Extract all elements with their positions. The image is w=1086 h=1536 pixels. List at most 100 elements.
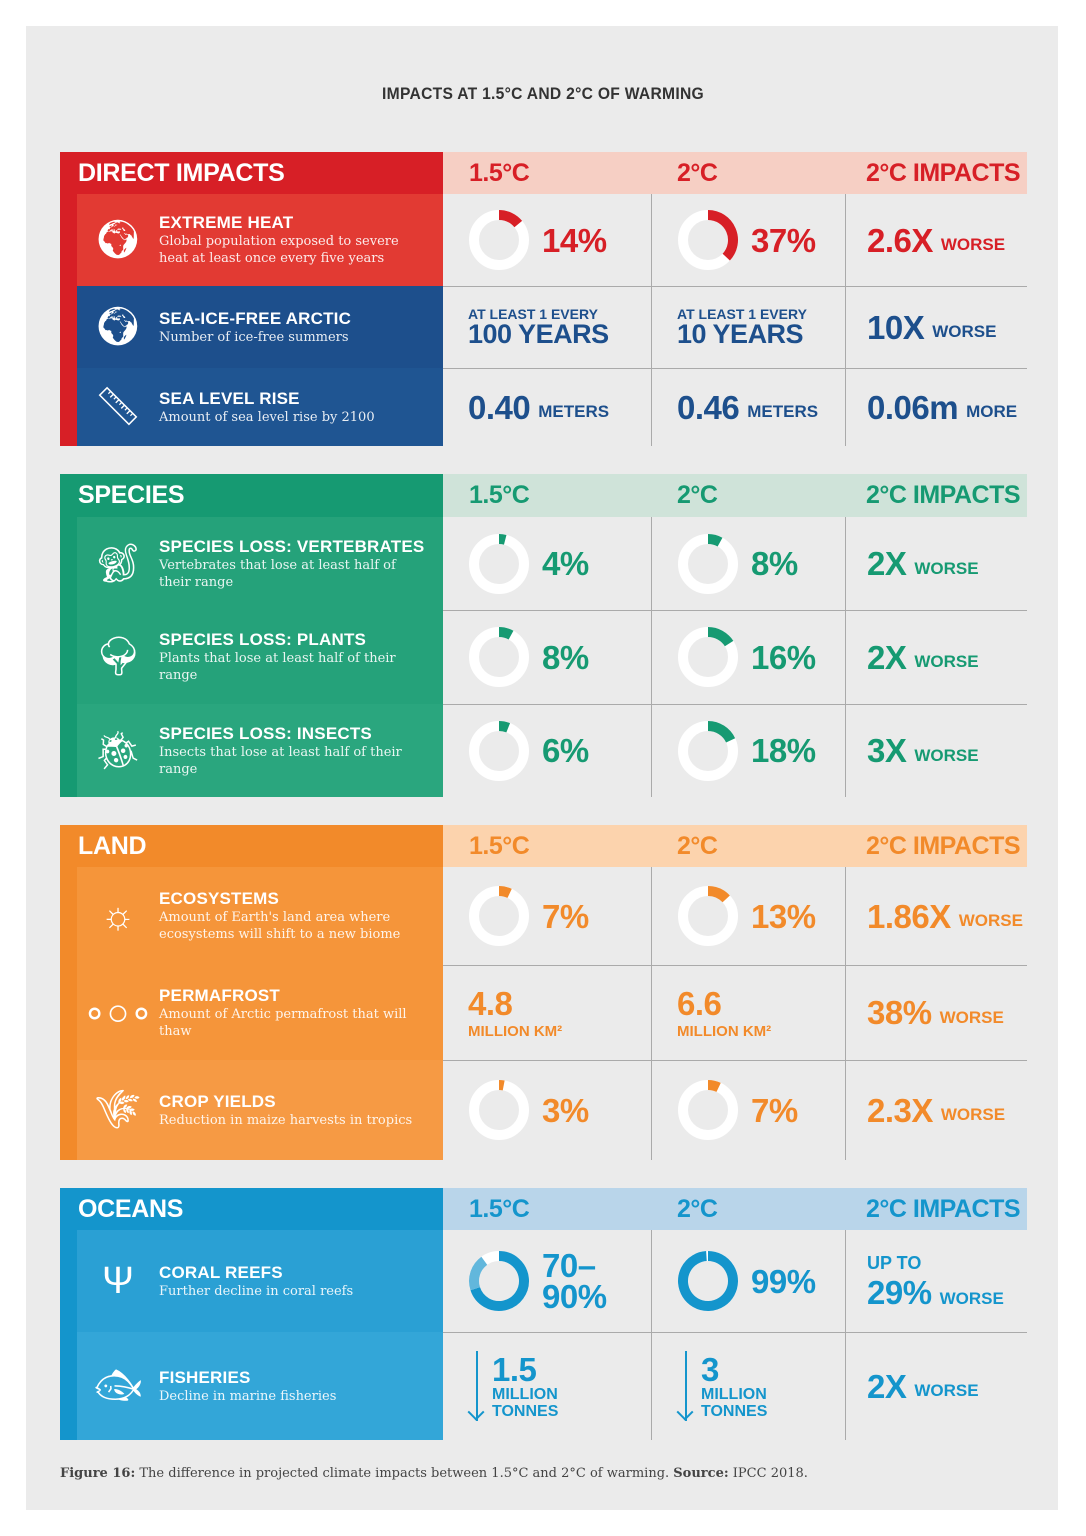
donut-track [469, 886, 529, 946]
column-header-bar [443, 825, 1027, 867]
donut-chart [678, 533, 738, 594]
donut-arc [498, 210, 523, 228]
donut-arc [498, 627, 514, 640]
value-cell: 8% [443, 610, 651, 704]
row-text: SPECIES LOSS: INSECTS Insects that lose a… [159, 724, 424, 778]
column-header: 2°C [677, 158, 718, 187]
donut-chart [469, 886, 529, 946]
row-label: 📏︎ SEA LEVEL RISE Amount of sea level rise… [77, 368, 443, 446]
row-label: 🌾︎ CROP YIELDS Reduction in maize harvests… [77, 1060, 443, 1160]
value-group: 6.6 MILLION KM² [677, 987, 771, 1039]
row-label: 🌍︎ EXTREME HEAT Global population exposed … [77, 194, 443, 286]
row-divider [443, 704, 1027, 705]
value-cell: 0.40 METERS [443, 368, 651, 446]
column-header-bar [443, 474, 1027, 517]
fish-icon: 🐟︎ [93, 1365, 143, 1407]
globe-icon: 🌍︎ [93, 219, 143, 261]
value-cell: 6.6 MILLION KM² [651, 965, 845, 1060]
page-title: IMPACTS AT 1.5°C AND 2°C OF WARMING [382, 84, 704, 103]
value-cell: 2X WORSE [845, 517, 1027, 610]
value-cell: 14% [443, 194, 651, 286]
column-header: 1.5°C [469, 831, 530, 860]
donut-value: 8% [542, 638, 589, 676]
donut-chart [678, 886, 738, 946]
row-text: FISHERIES Decline in marine fisheries [159, 1368, 336, 1405]
donut-arc [707, 720, 736, 743]
value-unit: WORSE [939, 1288, 1004, 1308]
caption-label: Figure 16: [60, 1466, 136, 1481]
bubbles-icon: ∘○∘ [82, 992, 154, 1034]
section-title: OCEANS [60, 1188, 443, 1230]
tree-icon: 🌳︎ [93, 636, 143, 678]
row-divider [443, 286, 1027, 287]
row-title: SPECIES LOSS: INSECTS [159, 723, 372, 743]
value-number: 2X [867, 638, 907, 676]
down-arrow-icon [676, 1351, 694, 1421]
monkey-icon: 🐒︎ [93, 542, 143, 585]
row-description: Global population exposed to severe heat… [159, 234, 399, 266]
donut-arc [707, 886, 730, 903]
globe-icon: 🌍︎ [93, 306, 143, 348]
row-description: Number of ice-free summers [159, 329, 349, 345]
value-cell: 10X WORSE [845, 286, 1027, 368]
value-cell: 3% [443, 1060, 651, 1160]
donut-arc [470, 1251, 529, 1311]
row-divider [443, 368, 1027, 369]
value-unit: WORSE [932, 322, 997, 341]
value-group: UP TO 29% WORSE [867, 1254, 1004, 1309]
value-number: 6.6 [677, 984, 722, 1022]
value-unit: MILLION KM² [468, 1022, 563, 1040]
value-cell: 0.06m MORE [845, 368, 1027, 446]
donut-value: 3% [542, 1091, 589, 1129]
value-number: 0.46 [677, 388, 740, 426]
value-unit: WORSE [914, 558, 979, 578]
value-unit: MILLION TONNES [492, 1385, 559, 1420]
column-header: 2°C [677, 831, 718, 860]
value-number: 38% [867, 994, 932, 1031]
donut-chart [678, 627, 738, 687]
column-header-bar [443, 1188, 1027, 1230]
value-cell: AT LEAST 1 EVERY 10 YEARS [651, 286, 845, 368]
figure-caption: Figure 16: The difference in projected c… [60, 1466, 808, 1481]
row-title: SPECIES LOSS: PLANTS [159, 630, 367, 649]
row-title: EXTREME HEAT [159, 213, 294, 232]
down-arrow-icon [467, 1351, 485, 1421]
arrow-head [467, 1403, 485, 1421]
row-divider [443, 610, 1027, 611]
value-number: 10X [867, 308, 925, 346]
column-header: 2°C IMPACTS [866, 158, 1021, 187]
row-divider [443, 1060, 1027, 1061]
source-text: IPCC 2018. [728, 1466, 808, 1481]
row-text: SPECIES LOSS: VERTEBRATES Vertebrates tha… [159, 537, 424, 591]
value-group: 3 MILLION TONNES [701, 1353, 767, 1420]
section-side-strip [60, 1188, 77, 1440]
donut-chart [678, 720, 738, 781]
section-title: SPECIES [60, 474, 443, 517]
donut-arc [707, 1080, 721, 1093]
value-group: 4.8 MILLION KM² [468, 987, 562, 1039]
column-header: 2°C IMPACTS [866, 1194, 1021, 1223]
row-description: Further decline in coral reefs [159, 1283, 354, 1299]
row-text: SEA LEVEL RISE Amount of sea level rise b… [159, 389, 375, 426]
donut-chart [678, 1080, 738, 1140]
donut-value: 18% [751, 732, 816, 769]
donut-value: 6% [542, 732, 589, 769]
value-unit: WORSE [940, 235, 1006, 254]
donut-track [469, 720, 529, 781]
column-header: 2°C [677, 481, 718, 509]
row-text: EXTREME HEAT Global population exposed to… [159, 213, 424, 267]
coral-icon: Ψ [102, 1259, 134, 1302]
value-number: 10 YEARS [677, 318, 804, 349]
row-description: Insects that lose at least half of their… [159, 744, 402, 777]
donut-value: 13% [751, 897, 816, 935]
donut-arc [498, 720, 511, 732]
row-label: ∘○∘ PERMAFROST Amount of Arctic permafrost… [77, 965, 443, 1060]
row-description: Reduction in maize harvests in tropics [159, 1112, 413, 1128]
value-cell: 70– 90% [443, 1230, 651, 1332]
row-description: Plants that lose at least half of their … [159, 651, 396, 683]
value-number: 3 [701, 1350, 719, 1388]
row-divider [443, 1332, 1027, 1333]
value-unit: WORSE [958, 911, 1023, 930]
value-cell: AT LEAST 1 EVERY 100 YEARS [443, 286, 651, 368]
row-text: ECOSYSTEMS Amount of Earth's land area wh… [159, 889, 424, 943]
